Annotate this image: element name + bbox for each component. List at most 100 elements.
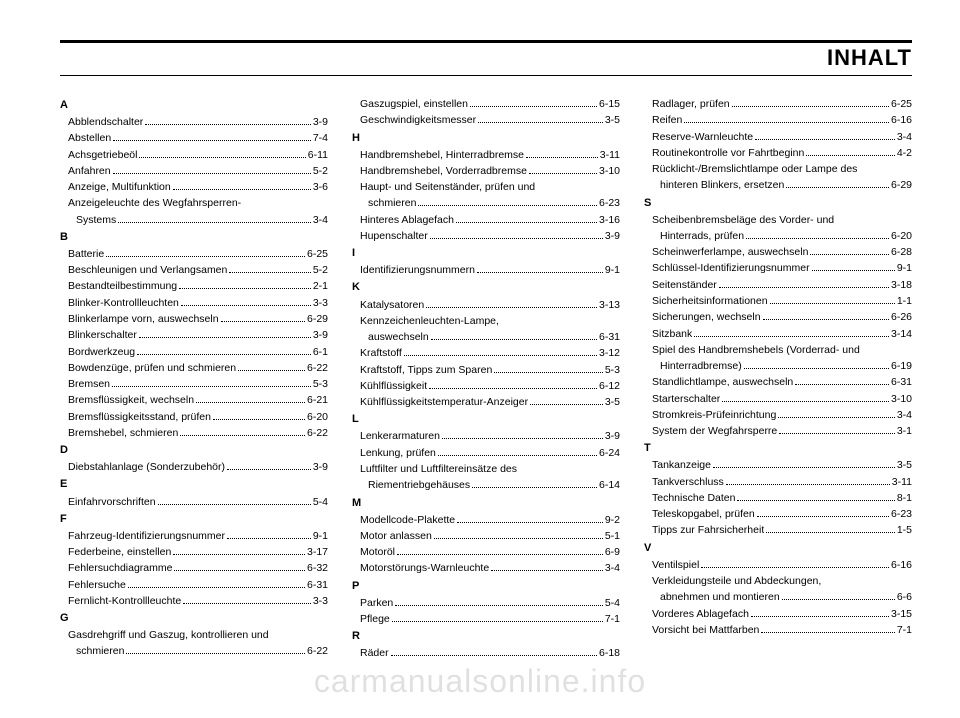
index-entry-line: Anzeigeleuchte des Wegfahrsperren- (60, 195, 328, 211)
index-entry-label: Kraftstoff (360, 345, 402, 361)
leader-dots (442, 438, 603, 439)
leader-dots (782, 599, 895, 600)
index-entry-label: Parken (360, 595, 393, 611)
index-column-2: Gaszugspiel, einstellen6-15Geschwindigke… (352, 96, 620, 662)
leader-dots (751, 616, 889, 617)
index-entry-label: Hupenschalter (360, 228, 428, 244)
index-entry-label: auswechseln (368, 329, 429, 345)
index-entry: Scheinwerferlampe, auswechseln6-28 (644, 244, 912, 260)
index-entry-page: 6-21 (307, 392, 328, 408)
index-entry: Anzeige, Multifunktion3-6 (60, 179, 328, 195)
index-entry: System der Wegfahrsperre3-1 (644, 423, 912, 439)
leader-dots (763, 319, 889, 320)
leader-dots (812, 270, 895, 271)
index-entry-label: Bowdenzüge, prüfen und schmieren (68, 360, 236, 376)
leader-dots (755, 139, 895, 140)
manual-index-page: INHALT AAbblendschalter3-9Abstellen7-4Ac… (0, 0, 960, 682)
index-entry: Sitzbank3-14 (644, 326, 912, 342)
leader-dots (719, 287, 889, 288)
index-entry-label: Beschleunigen und Verlangsamen (68, 262, 227, 278)
index-entry-label: Tankanzeige (652, 457, 711, 473)
index-entry-label: Sitzbank (652, 326, 692, 342)
page-header: INHALT (60, 40, 912, 76)
index-entry-page: 6-29 (891, 177, 912, 193)
index-entry-page: 6-6 (897, 589, 912, 605)
leader-dots (530, 404, 603, 405)
leader-dots (722, 401, 889, 402)
leader-dots (477, 272, 603, 273)
index-entry: Federbeine, einstellen3-17 (60, 544, 328, 560)
index-entry-label: Reifen (652, 112, 682, 128)
index-entry-page: 6-26 (891, 309, 912, 325)
index-columns: AAbblendschalter3-9Abstellen7-4Achsgetri… (60, 96, 912, 662)
index-entry-label: hinteren Blinkers, ersetzen (660, 177, 784, 193)
leader-dots (430, 238, 603, 239)
index-entry-page: 6-22 (307, 425, 328, 441)
index-entry-page: 7-1 (897, 622, 912, 638)
index-entry-page: 6-25 (307, 246, 328, 262)
index-entry-page: 3-4 (605, 560, 620, 576)
leader-dots (806, 155, 894, 156)
index-entry-label: Hinteres Ablagefach (360, 212, 454, 228)
index-entry: Beschleunigen und Verlangsamen5-2 (60, 262, 328, 278)
leader-dots (744, 368, 889, 369)
index-entry-line: Luftfilter und Luftfiltereinsätze des (352, 461, 620, 477)
leader-dots (713, 467, 895, 468)
index-entry-label: Kühlflüssigkeit (360, 378, 427, 394)
index-entry: Geschwindigkeitsmesser3-5 (352, 112, 620, 128)
leader-dots (183, 603, 311, 604)
leader-dots (694, 336, 889, 337)
section-letter: F (60, 511, 328, 528)
section-letter: T (644, 440, 912, 457)
index-entry-label: abnehmen und montieren (660, 589, 780, 605)
leader-dots (457, 522, 603, 523)
index-entry-label: Riementriebgehäuses (368, 477, 470, 493)
leader-dots (732, 106, 889, 107)
leader-dots (431, 339, 597, 340)
index-entry-label: Einfahrvorschriften (68, 494, 156, 510)
leader-dots (174, 570, 305, 571)
index-entry-label: Batterie (68, 246, 104, 262)
index-entry: Vorderes Ablagefach3-15 (644, 606, 912, 622)
index-entry-label: Blinkerschalter (68, 327, 137, 343)
index-entry-label: Lenkerarmaturen (360, 428, 440, 444)
leader-dots (472, 487, 597, 488)
index-entry: auswechseln6-31 (352, 329, 620, 345)
index-entry-label: Vorderes Ablagefach (652, 606, 749, 622)
index-entry-label: Tankverschluss (652, 474, 724, 490)
index-entry: Hinterrads, prüfen6-20 (644, 228, 912, 244)
index-column-1: AAbblendschalter3-9Abstellen7-4Achsgetri… (60, 96, 328, 662)
leader-dots (766, 532, 895, 533)
index-entry: Sicherungen, wechseln6-26 (644, 309, 912, 325)
index-entry-label: Anzeige, Multifunktion (68, 179, 171, 195)
index-entry-line: Gasdrehgriff und Gaszug, kontrollieren u… (60, 627, 328, 643)
index-entry: Bestandteilbestimmung2-1 (60, 278, 328, 294)
leader-dots (418, 205, 597, 206)
index-entry: Starterschalter3-10 (644, 391, 912, 407)
leader-dots (478, 122, 603, 123)
index-entry: Tankverschluss3-11 (644, 474, 912, 490)
index-entry-label: Teleskopgabel, prüfen (652, 506, 755, 522)
index-entry-label: Lenkung, prüfen (360, 445, 436, 461)
index-entry-label: Routinekontrolle vor Fahrtbeginn (652, 145, 804, 161)
index-entry: Räder6-18 (352, 645, 620, 661)
leader-dots (404, 355, 597, 356)
index-entry-label: Motor anlassen (360, 528, 432, 544)
index-entry: Einfahrvorschriften5-4 (60, 494, 328, 510)
index-entry-label: Stromkreis-Prüfeinrichtung (652, 407, 776, 423)
index-entry: Sicherheitsinformationen1-1 (644, 293, 912, 309)
index-entry-page: 6-28 (891, 244, 912, 260)
index-entry-page: 3-10 (891, 391, 912, 407)
index-entry: Blinkerlampe vorn, auswechseln6-29 (60, 311, 328, 327)
leader-dots (173, 554, 305, 555)
index-entry-label: Gaszugspiel, einstellen (360, 96, 468, 112)
section-letter: B (60, 229, 328, 246)
index-entry-label: Motoröl (360, 544, 395, 560)
index-entry: Parken5-4 (352, 595, 620, 611)
index-entry: Radlager, prüfen6-25 (644, 96, 912, 112)
index-entry-page: 6-9 (605, 544, 620, 560)
index-entry-line: Kennzeichenleuchten-Lampe, (352, 313, 620, 329)
index-entry: schmieren6-23 (352, 195, 620, 211)
leader-dots (684, 122, 889, 123)
leader-dots (397, 554, 603, 555)
